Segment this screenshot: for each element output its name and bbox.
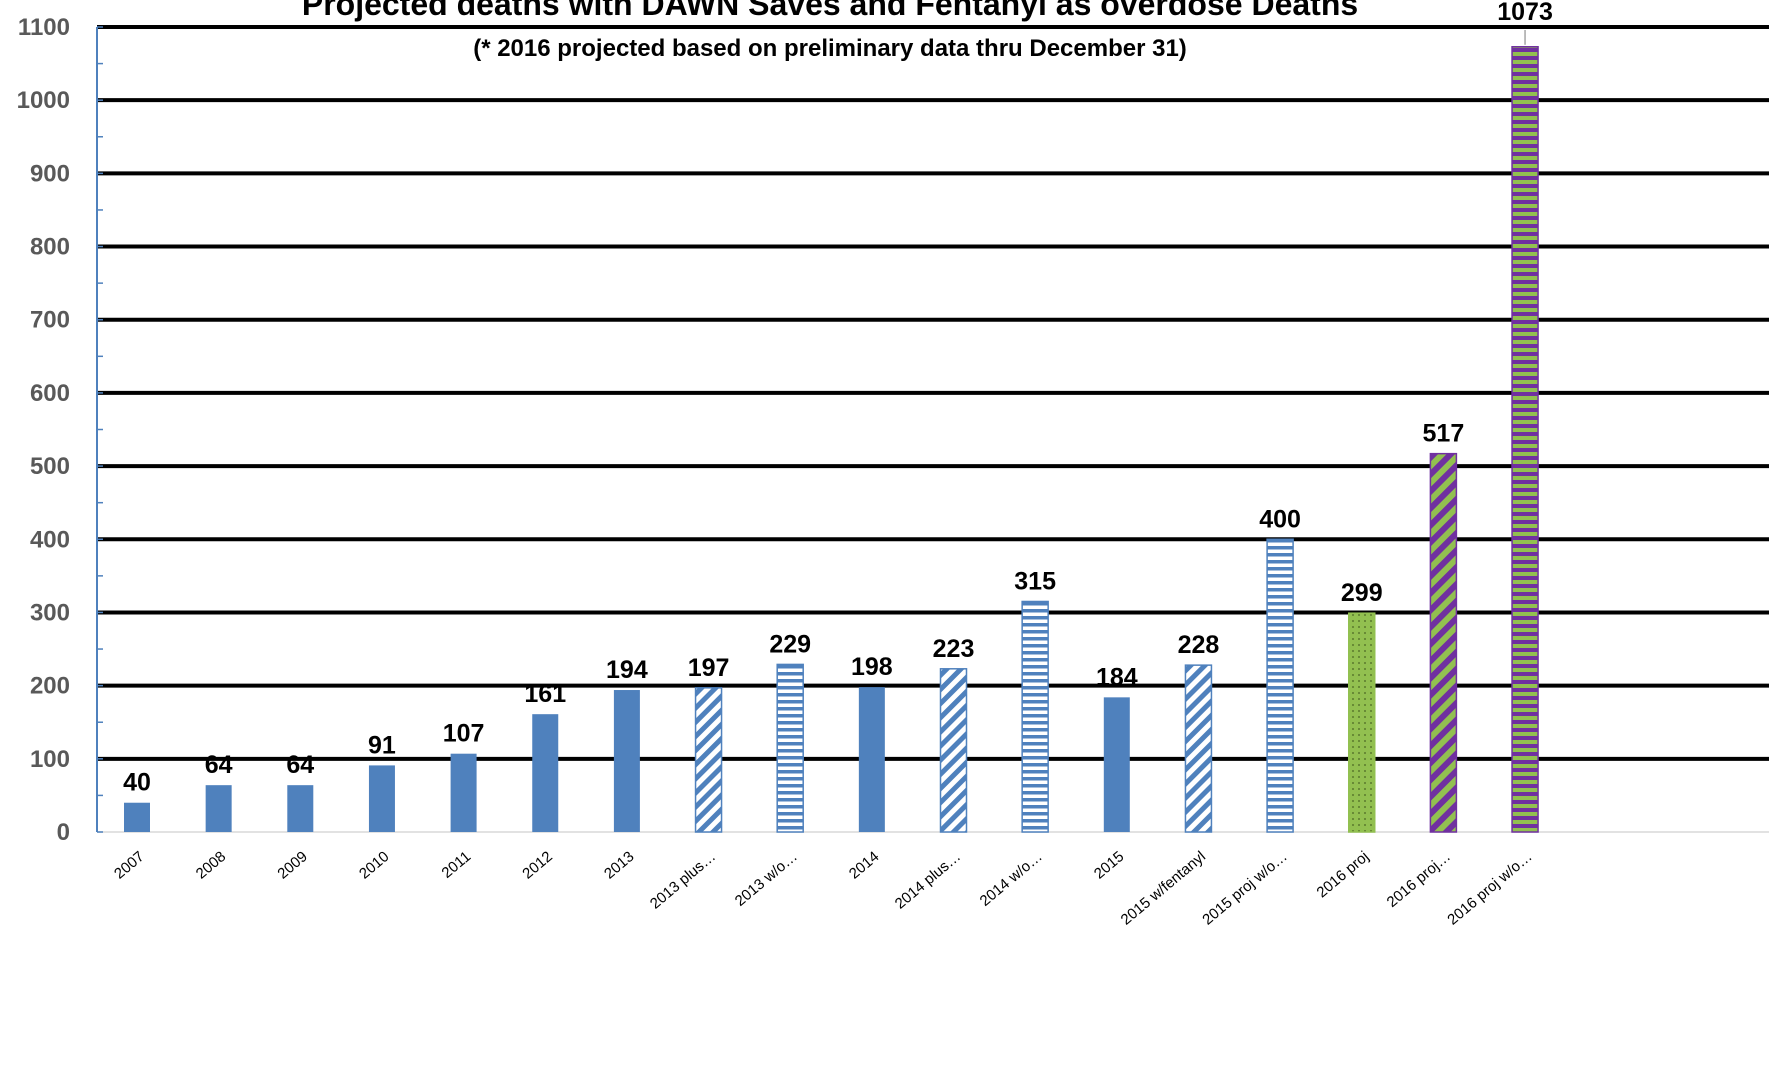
data-label: 1073 — [1497, 0, 1553, 26]
y-tick-label: 200 — [30, 673, 70, 700]
y-tick-label: 1000 — [17, 87, 70, 114]
data-label: 91 — [368, 731, 396, 759]
x-tick-label: 2015 proj w/o… — [1199, 848, 1290, 929]
data-label: 64 — [205, 751, 233, 779]
x-tick-label: 2012 — [519, 848, 555, 882]
x-tick-label: 2015 w/fentanyl — [1118, 848, 1209, 929]
bar — [205, 785, 232, 832]
data-label: 517 — [1423, 420, 1465, 448]
bar — [1511, 46, 1539, 833]
y-tick-label: 400 — [30, 526, 70, 553]
bar — [939, 668, 968, 833]
data-label: 161 — [524, 680, 566, 708]
data-label: 194 — [606, 656, 648, 684]
x-tick-label: 2013 plus… — [647, 848, 719, 912]
x-tick-label: 2015 — [1091, 848, 1127, 882]
bar — [450, 753, 477, 832]
x-tick-label: 2016 proj… — [1384, 848, 1454, 911]
bar — [1429, 452, 1458, 833]
y-tick-label: 300 — [30, 599, 70, 626]
bar — [124, 802, 150, 832]
data-label: 184 — [1096, 663, 1138, 691]
bar — [1184, 664, 1213, 833]
data-label: 315 — [1014, 567, 1056, 595]
chart-title: Projected deaths with DAWN Saves and Fen… — [302, 0, 1358, 22]
data-label: 107 — [443, 720, 485, 748]
bar — [1266, 538, 1294, 833]
label-leader-lines — [1524, 30, 1526, 45]
x-tick-label: 2010 — [356, 848, 392, 882]
x-tick-label: 2008 — [193, 848, 229, 882]
y-tick-label: 100 — [30, 746, 70, 773]
bar — [858, 687, 885, 832]
bar — [694, 687, 723, 833]
y-tick-label: 1100 — [18, 14, 70, 41]
data-label: 228 — [1178, 631, 1220, 659]
bar — [368, 765, 395, 832]
bar — [1103, 697, 1130, 832]
x-tick-label: 2014 — [846, 848, 882, 882]
x-tick-label: 2013 w/o… — [732, 848, 801, 910]
bar — [776, 663, 804, 833]
minor-ticks — [97, 26, 103, 833]
y-tick-label: 0 — [57, 819, 70, 846]
bars — [124, 46, 1539, 833]
data-label: 223 — [933, 635, 975, 663]
bar — [1348, 612, 1376, 833]
y-axis-tick-labels: 0 100 200 300 400 500 600 700 800 900 1000 1100 — [17, 14, 70, 846]
data-label: 40 — [123, 769, 151, 797]
x-tick-label: 2016 proj w/o… — [1444, 848, 1535, 929]
x-tick-label: 2011 — [439, 848, 475, 882]
data-label: 64 — [286, 751, 314, 779]
data-label: 299 — [1341, 579, 1383, 607]
y-tick-label: 900 — [30, 160, 70, 187]
x-tick-label: 2013 — [601, 848, 637, 882]
data-label: 400 — [1259, 505, 1301, 533]
chart-subtitle: (* 2016 projected based on preliminary d… — [473, 35, 1187, 62]
y-tick-label: 800 — [30, 234, 70, 261]
y-tick-label: 500 — [30, 453, 70, 480]
x-tick-label: 2016 proj — [1313, 848, 1372, 901]
x-tick-label: 2014 w/o… — [977, 848, 1046, 910]
y-tick-label: 600 — [30, 380, 70, 407]
bar — [1021, 600, 1049, 833]
x-axis-tick-labels: 2007 2008 2009 2010 2011 2012 2013 2013 plus… 20… — [111, 848, 1536, 929]
bar — [532, 714, 559, 832]
data-label: 229 — [769, 630, 811, 658]
data-labels: 40 64 64 91 107 161 194 197 229 198 223 315 184 228 40… — [123, 0, 1553, 797]
x-tick-label: 2014 plus… — [892, 848, 964, 912]
x-tick-label: 2009 — [274, 848, 310, 882]
bar — [613, 690, 640, 832]
data-label: 198 — [851, 653, 893, 681]
y-tick-label: 700 — [30, 307, 70, 334]
bar — [287, 785, 314, 832]
x-tick-label: 2007 — [111, 848, 147, 882]
data-label: 197 — [688, 654, 730, 682]
